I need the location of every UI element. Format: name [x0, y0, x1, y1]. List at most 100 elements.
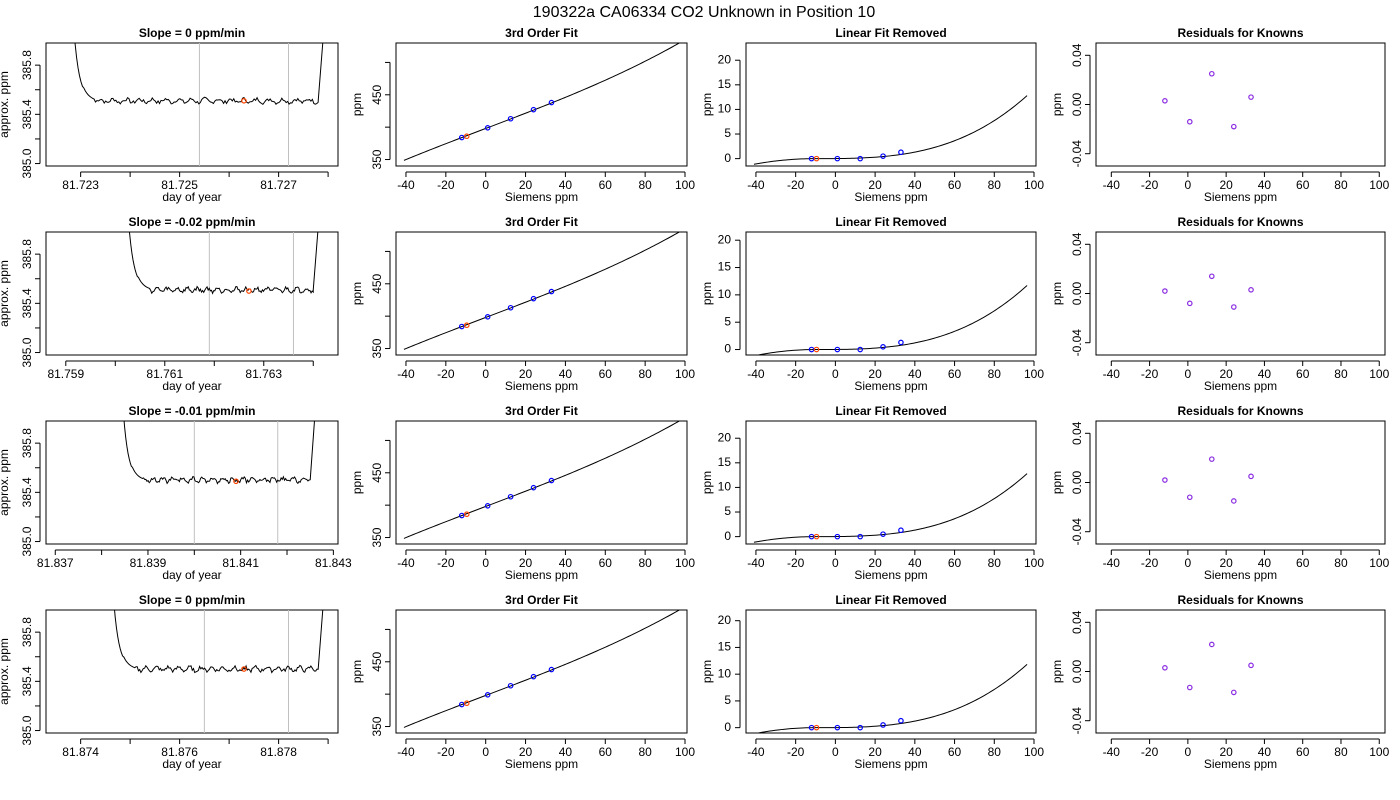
fit-curve	[403, 232, 680, 350]
panel-fit-row1: 3rd Order Fit -40 -20 0 20 40 60 80 100 Siemens p…	[350, 215, 695, 393]
y-tick-label: 5	[724, 314, 731, 328]
residual-point	[1208, 70, 1215, 77]
y-tick-label: -0.04	[1070, 518, 1084, 546]
y-tick-label: 385.0	[20, 148, 34, 178]
x-tick-label: 81.725	[161, 178, 198, 192]
residual-point	[1186, 494, 1193, 501]
y-tick-label: 15	[718, 640, 732, 654]
x-axis-label: Siemens ppm	[1204, 568, 1277, 582]
x-tick-label: 81.727	[260, 178, 297, 192]
x-tick-label: -40	[747, 178, 765, 192]
x-tick-label: 80	[988, 178, 1002, 192]
panel-title: 3rd Order Fit	[505, 26, 578, 40]
x-tick-label: 40	[1258, 178, 1272, 192]
known-standard-point	[898, 717, 904, 724]
x-tick-label: 60	[948, 745, 962, 759]
plot-frame	[45, 609, 339, 734]
x-axis-label: Siemens ppm	[854, 379, 927, 393]
x-tick-label: 81.839	[130, 556, 167, 570]
x-tick-label: 81.874	[62, 745, 99, 759]
x-tick-label: -40	[1103, 556, 1121, 570]
x-tick-label: -40	[397, 745, 415, 759]
y-tick-label: 15	[718, 455, 732, 469]
x-axis-label: Siemens ppm	[1204, 190, 1277, 204]
x-tick-label: -20	[437, 367, 455, 381]
x-tick-label: 81.837	[37, 556, 74, 570]
residual-point	[1248, 662, 1254, 669]
x-tick-label: -20	[1141, 178, 1159, 192]
x-tick-label: 20	[868, 178, 882, 192]
y-axis-label: ppm	[1050, 93, 1064, 116]
plot-area	[74, 43, 324, 166]
y-tick-label: 10	[718, 666, 732, 680]
x-tick-label: 60	[599, 745, 613, 759]
panel-title: 3rd Order Fit	[505, 404, 578, 418]
x-tick-label: 40	[559, 745, 573, 759]
x-tick-label: -40	[1103, 178, 1121, 192]
panel-linear_removed-row2: Linear Fit Removed-40 -20 0 20 40 60 80 100Siem…	[700, 404, 1044, 582]
y-tick-label: 450	[370, 462, 384, 482]
y-axis-label: ppm	[350, 282, 364, 305]
x-tick-label: 20	[519, 367, 533, 381]
y-tick-label: 0.04	[1070, 610, 1084, 634]
known-standard-point	[857, 346, 864, 353]
x-tick-label: 40	[908, 556, 922, 570]
known-standard-point	[507, 682, 514, 689]
x-tick-label: -40	[1103, 367, 1121, 381]
x-tick-label: 100	[675, 745, 695, 759]
known-standard-point	[834, 533, 841, 540]
residual-point	[1208, 456, 1215, 462]
y-tick-label: 0	[724, 529, 731, 543]
x-axis-label: Siemens ppm	[1204, 379, 1277, 393]
panel-title: Slope = -0.02 ppm/min	[128, 215, 255, 229]
y-tick-label: 0	[724, 720, 731, 734]
x-tick-label: 0	[482, 367, 489, 381]
unknown-sample-point	[463, 133, 470, 140]
plot-frame	[745, 420, 1037, 545]
x-tick-label: 100	[1369, 178, 1389, 192]
y-axis-label: ppm	[700, 282, 714, 305]
x-tick-label: 60	[599, 556, 613, 570]
known-standard-point	[530, 106, 537, 113]
unknown-sample-point	[241, 98, 247, 104]
y-tick-label: 385.4	[20, 666, 34, 696]
known-standard-point	[898, 149, 904, 156]
y-tick-label: 450	[370, 273, 384, 293]
y-tick-label: 385.8	[20, 239, 34, 269]
x-tick-label: 81.841	[222, 556, 259, 570]
plot-area	[1162, 456, 1254, 504]
y-axis-label: approx. ppm	[0, 260, 11, 327]
x-tick-label: 80	[988, 556, 1002, 570]
x-tick-label: 0	[832, 745, 839, 759]
y-axis-label: ppm	[1050, 282, 1064, 305]
x-tick-label: 20	[1219, 367, 1233, 381]
unknown-sample-point	[233, 478, 239, 485]
y-tick-label: 0	[724, 151, 731, 165]
panel-title: Linear Fit Removed	[835, 215, 946, 229]
y-tick-label: -0.04	[1070, 329, 1084, 357]
concentration-trace	[123, 421, 315, 485]
unknown-sample-point	[813, 533, 820, 540]
x-tick-label: 0	[482, 178, 489, 192]
fit-curve	[403, 421, 680, 539]
known-standard-point	[834, 346, 841, 353]
y-tick-label: 385.4	[20, 288, 34, 318]
known-standard-point	[548, 99, 555, 106]
x-tick-label: -20	[787, 556, 805, 570]
residual-point	[1162, 98, 1168, 104]
y-tick-label: 10	[718, 287, 732, 301]
x-tick-label: -40	[747, 556, 765, 570]
known-standard-point	[548, 288, 555, 295]
known-standard-point	[507, 115, 514, 122]
x-tick-label: -20	[437, 745, 455, 759]
y-axis-label: ppm	[700, 660, 714, 683]
x-tick-label: 20	[1219, 556, 1233, 570]
x-tick-label: 100	[1024, 178, 1044, 192]
x-tick-label: 20	[519, 178, 533, 192]
x-tick-label: 80	[1334, 367, 1348, 381]
x-tick-label: 100	[1024, 367, 1044, 381]
plot-frame	[395, 609, 688, 734]
plot-frame	[395, 420, 688, 545]
plot-area	[114, 610, 324, 733]
residual-point	[1248, 94, 1254, 100]
